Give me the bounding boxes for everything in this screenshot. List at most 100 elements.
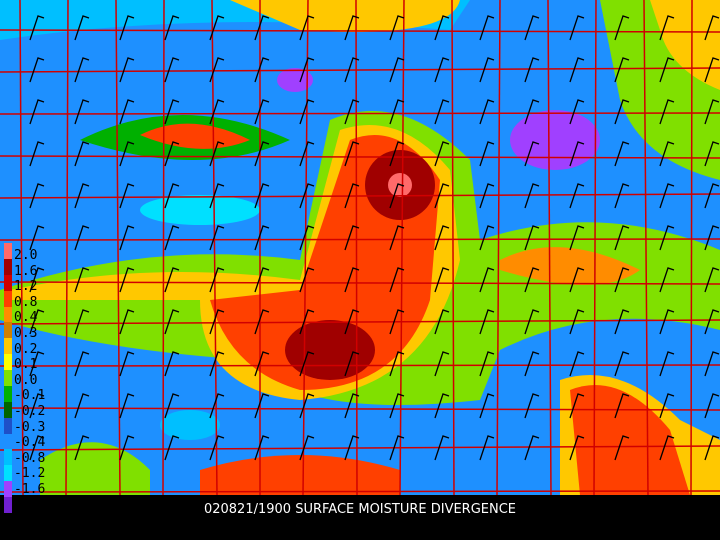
wind-barb <box>254 351 270 377</box>
wind-barb <box>434 99 450 125</box>
wind-barb <box>254 15 270 41</box>
wind-barb <box>29 183 45 209</box>
boundary-line <box>115 0 121 495</box>
wind-barb <box>389 267 405 293</box>
boundary-line <box>399 0 405 495</box>
wind-barb <box>119 309 135 335</box>
wind-barb <box>29 141 45 167</box>
boundary-line <box>496 0 501 495</box>
boundary-line <box>211 0 218 495</box>
color-legend <box>4 243 12 513</box>
wind-barb <box>119 393 135 419</box>
wind-barb <box>254 57 270 83</box>
moisture-divergence-map <box>0 0 720 495</box>
contour-fills <box>0 0 720 495</box>
wind-barb <box>389 225 405 251</box>
wind-barb <box>209 99 225 125</box>
wind-barb <box>524 393 540 419</box>
wind-barb <box>434 393 450 419</box>
wind-barb <box>524 57 540 83</box>
wind-barb <box>209 309 225 335</box>
wind-barb <box>524 435 540 461</box>
legend-swatch <box>4 338 12 355</box>
wind-barb <box>164 267 180 293</box>
legend-label: 1.2 <box>14 279 38 295</box>
wind-barb <box>614 141 630 167</box>
wind-barb <box>614 99 630 125</box>
wind-barb <box>344 225 360 251</box>
wind-barb <box>704 141 720 167</box>
wind-barb <box>299 267 315 293</box>
wind-barb <box>74 435 90 461</box>
wind-barb <box>164 57 180 83</box>
wind-barb <box>74 225 90 251</box>
wind-barb <box>164 435 180 461</box>
wind-barb <box>209 141 225 167</box>
boundary-line <box>593 0 597 495</box>
wind-barb <box>299 57 315 83</box>
wind-barb <box>434 267 450 293</box>
wind-barb <box>614 225 630 251</box>
legend-labels: 2.0 1.6 1.2 0.8 0.4 0.3 0.2 0.1 0.0 -0.1 -0.2 -0.3-… <box>14 248 54 498</box>
boundary-line <box>451 0 455 495</box>
wind-barb <box>344 435 360 461</box>
wind-barb <box>164 351 180 377</box>
wind-barb <box>389 57 405 83</box>
wind-barbs <box>29 15 720 461</box>
wind-barb <box>254 141 270 167</box>
wind-barb <box>164 183 180 209</box>
wind-barb <box>119 225 135 251</box>
wind-barb <box>434 351 450 377</box>
wind-barb <box>569 309 585 335</box>
wind-barb <box>164 15 180 41</box>
legend-label: -0.8 <box>14 450 46 466</box>
wind-barb <box>659 99 675 125</box>
wind-barb <box>569 267 585 293</box>
wind-barb <box>434 435 450 461</box>
wind-barb <box>569 393 585 419</box>
wind-barb <box>299 225 315 251</box>
wind-barb <box>209 435 225 461</box>
wind-barb <box>29 99 45 125</box>
wind-barb <box>254 435 270 461</box>
legend-label: -0.2 <box>14 403 46 419</box>
wind-barb <box>209 267 225 293</box>
wind-barb <box>254 183 270 209</box>
wind-barb <box>29 57 45 83</box>
legend-label: -0.1 <box>14 388 46 404</box>
wind-barb <box>659 183 675 209</box>
wind-barb <box>164 99 180 125</box>
wind-barb <box>524 267 540 293</box>
legend-label: -0.3 <box>14 419 46 435</box>
boundary-line <box>0 445 720 451</box>
wind-barb <box>704 57 720 83</box>
boundary-line <box>0 155 720 159</box>
wind-barb <box>704 15 720 41</box>
legend-label: 0.8 <box>14 294 38 310</box>
wind-barb <box>74 57 90 83</box>
wind-barb <box>659 393 675 419</box>
wind-barb <box>479 351 495 377</box>
wind-barb <box>479 393 495 419</box>
wind-barb <box>254 267 270 293</box>
wind-barb <box>344 309 360 335</box>
wind-barb <box>344 15 360 41</box>
wind-barb <box>29 393 45 419</box>
wind-barb <box>299 435 315 461</box>
wind-barb <box>479 141 495 167</box>
legend-swatch <box>4 481 12 497</box>
wind-barb <box>209 225 225 251</box>
legend-label: -1.6 <box>14 481 46 497</box>
wind-barb <box>389 309 405 335</box>
boundary-line <box>643 0 649 495</box>
wind-barb <box>569 183 585 209</box>
wind-barb <box>614 393 630 419</box>
wind-barb <box>29 435 45 461</box>
wind-barb <box>569 99 585 125</box>
wind-barb <box>389 351 405 377</box>
wind-barb <box>524 99 540 125</box>
wind-barb <box>119 267 135 293</box>
wind-barb <box>614 183 630 209</box>
wind-barb <box>389 99 405 125</box>
